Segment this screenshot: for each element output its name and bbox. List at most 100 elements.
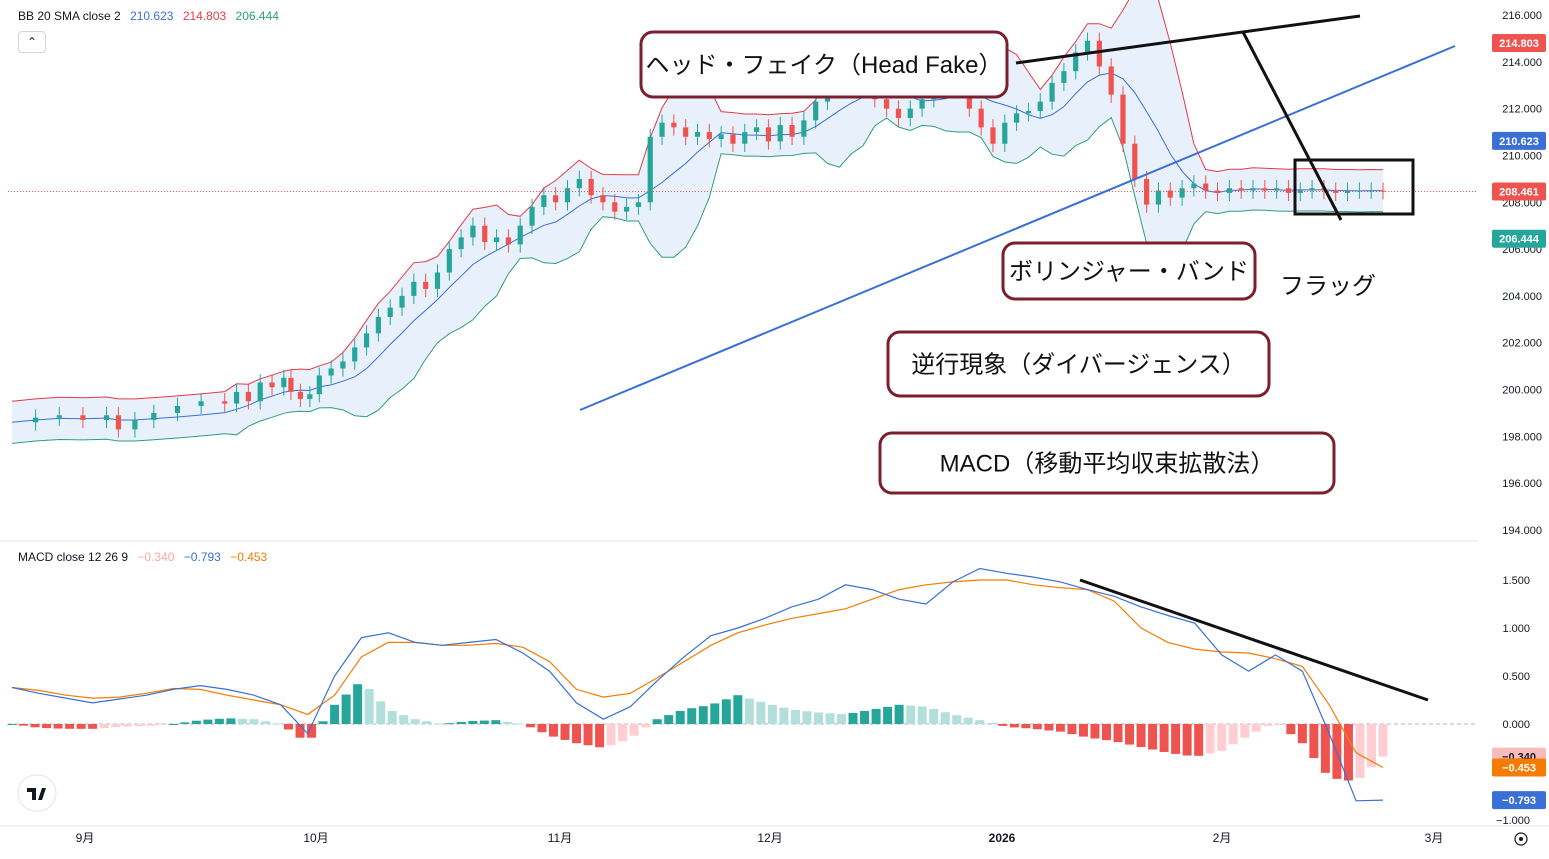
macd-histogram-bar bbox=[1263, 724, 1273, 726]
candle bbox=[1096, 40, 1102, 67]
macd-histogram-bar bbox=[214, 718, 224, 724]
candle bbox=[813, 101, 819, 121]
annotation-bollinger: ボリンジャー・バンド bbox=[1009, 259, 1249, 286]
macd-histogram-bar bbox=[445, 723, 455, 725]
annotation-macd-box bbox=[878, 431, 1336, 495]
annotation-head-fake: ヘッド・フェイク（Head Fake） bbox=[646, 52, 1003, 79]
macd-histogram-bar bbox=[998, 724, 1008, 726]
macd-histogram-bar bbox=[387, 710, 397, 724]
candle bbox=[33, 417, 39, 423]
macd-histogram-bar bbox=[1067, 724, 1077, 735]
macd-histogram-bar bbox=[249, 719, 259, 724]
candle bbox=[132, 419, 138, 430]
candle bbox=[80, 415, 86, 420]
candle bbox=[612, 202, 618, 212]
macd-histogram-bar bbox=[7, 724, 17, 725]
macd-histogram-bar bbox=[468, 720, 478, 724]
uptrend-line bbox=[579, 45, 1456, 411]
collapse-button[interactable]: ⌃ bbox=[18, 31, 46, 53]
candle bbox=[789, 125, 795, 137]
macd-histogram-bar bbox=[65, 724, 75, 729]
macd-histogram-bar bbox=[652, 719, 662, 724]
macd-histogram-bar bbox=[237, 718, 247, 724]
macd-histogram-bar bbox=[1320, 724, 1330, 773]
macd-badge-macd: −0.793 bbox=[1502, 795, 1536, 807]
bb-header: BB 20 SMA close 2 210.623 214.803 206.44… bbox=[18, 9, 285, 23]
candle bbox=[1144, 178, 1150, 205]
candle bbox=[1155, 190, 1162, 205]
macd-histogram-bar bbox=[583, 724, 593, 746]
bb-header-basis: 210.623 bbox=[130, 9, 174, 23]
macd-histogram-bar bbox=[883, 706, 893, 724]
macd-histogram-bar bbox=[790, 710, 800, 724]
candle bbox=[458, 237, 464, 250]
candle bbox=[1191, 183, 1197, 189]
macd-histogram-bar bbox=[364, 689, 374, 724]
candle bbox=[198, 401, 204, 406]
macd-histogram-bar bbox=[1078, 724, 1088, 737]
macd-histogram-bar bbox=[456, 721, 466, 724]
candle bbox=[576, 178, 582, 189]
macd-signal-line bbox=[11, 579, 1384, 769]
macd-histogram-bar bbox=[168, 724, 178, 725]
macd-histogram-bar bbox=[422, 721, 432, 724]
macd-tick-label: −1.000 bbox=[1496, 815, 1530, 827]
time-axis-label: 11月 bbox=[548, 831, 572, 845]
macd-histogram-bar bbox=[940, 712, 950, 724]
candle bbox=[151, 412, 157, 420]
macd-histogram-bar bbox=[145, 724, 155, 726]
candle bbox=[1179, 188, 1185, 198]
price-tick-label: 210.000 bbox=[1502, 150, 1542, 162]
candle bbox=[777, 125, 783, 142]
macd-histogram-bar bbox=[330, 704, 340, 724]
macd-histogram-bar bbox=[226, 718, 236, 724]
macd-histogram-bar bbox=[894, 704, 904, 724]
macd-histogram-bar bbox=[1171, 724, 1181, 754]
candle bbox=[659, 122, 665, 137]
macd-histogram-bar bbox=[572, 724, 582, 744]
macd-histogram-bar bbox=[525, 724, 535, 728]
macd-histogram-bar bbox=[1194, 724, 1204, 756]
macd-histogram-bar bbox=[1032, 724, 1042, 730]
macd-histogram-bar bbox=[698, 706, 708, 724]
macd-histogram-bar bbox=[502, 721, 512, 724]
price-tick-label: 214.000 bbox=[1502, 57, 1542, 69]
time-axis-label: 12月 bbox=[757, 831, 782, 845]
candle bbox=[1049, 82, 1055, 102]
candle bbox=[56, 415, 62, 418]
macd-histogram-bar bbox=[1090, 724, 1100, 739]
price-badge-lower: 206.444 bbox=[1499, 234, 1540, 246]
candle bbox=[399, 295, 405, 308]
price-badge-upper: 214.803 bbox=[1499, 38, 1539, 50]
macd-histogram-bar bbox=[341, 694, 351, 724]
candle bbox=[1108, 66, 1114, 95]
price-tick-label: 194.000 bbox=[1502, 525, 1542, 537]
annotation-head-fake-box bbox=[639, 30, 1009, 99]
macd-histogram-bar bbox=[710, 703, 720, 724]
candle bbox=[493, 237, 500, 243]
candle bbox=[352, 347, 358, 362]
candle bbox=[1132, 143, 1138, 179]
price-badge-basis: 210.623 bbox=[1499, 136, 1539, 148]
candle bbox=[895, 108, 902, 118]
macd-histogram-bar bbox=[1044, 724, 1054, 731]
macd-histogram-bar bbox=[1217, 724, 1227, 751]
candle bbox=[1002, 122, 1008, 144]
candle bbox=[1262, 188, 1268, 191]
candle bbox=[387, 307, 393, 317]
macd-histogram-bar bbox=[353, 684, 363, 724]
macd-histogram-bar bbox=[76, 724, 86, 729]
macd-histogram-bar bbox=[929, 708, 939, 724]
macd-histogram-bar bbox=[595, 724, 605, 748]
macd-histogram-bar bbox=[307, 724, 317, 738]
candle bbox=[742, 132, 748, 144]
candle bbox=[328, 368, 334, 376]
macd-histogram-bar bbox=[122, 724, 132, 727]
macd-histogram-bar bbox=[802, 711, 812, 724]
macd-histogram-bar bbox=[1159, 724, 1169, 752]
candle bbox=[316, 375, 322, 395]
price-badge-last-bg bbox=[1492, 182, 1546, 201]
candle bbox=[1061, 71, 1067, 83]
macd-histogram-bar bbox=[963, 717, 973, 724]
